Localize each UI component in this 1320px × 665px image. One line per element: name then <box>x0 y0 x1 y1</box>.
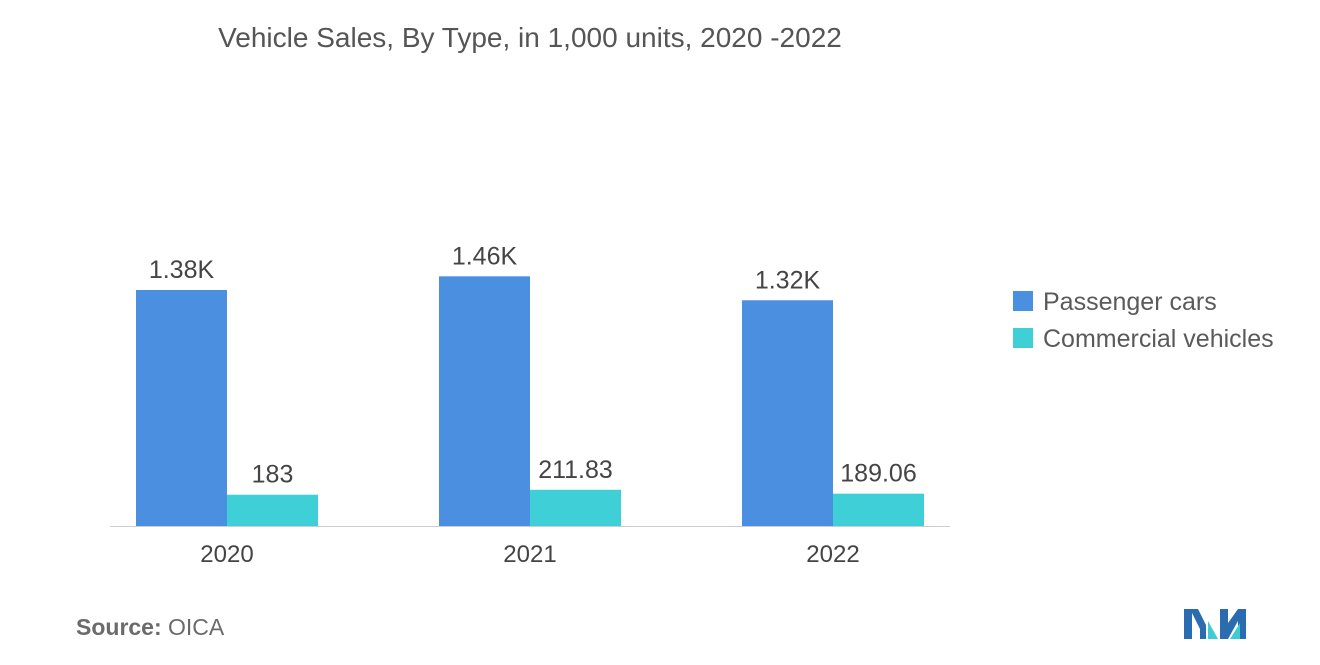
legend-label: Commercial vehicles <box>1043 325 1274 353</box>
bar-2021-passenger <box>439 276 530 526</box>
legend-label: Passenger cars <box>1043 288 1217 316</box>
legend-swatch-commercial <box>1013 328 1033 348</box>
bar-2020-commercial <box>227 494 318 526</box>
x-tick-label: 2021 <box>503 541 556 568</box>
source-label: Source: <box>76 614 162 640</box>
data-label: 1.32K <box>755 266 821 294</box>
mordor-intelligence-logo-icon <box>1184 609 1246 639</box>
data-label: 1.46K <box>452 242 518 270</box>
chart-title: Vehicle Sales, By Type, in 1,000 units, … <box>218 22 842 53</box>
source-value: OICA <box>168 614 225 640</box>
data-label: 211.83 <box>538 456 613 484</box>
bar-2022-passenger <box>742 300 833 526</box>
source-note: Source: OICA <box>76 614 224 641</box>
data-label: 183 <box>252 461 294 489</box>
bar-chart: 1.38K 183 2020 1.46K 211.83 2021 1.32K 189.06 20… <box>110 242 1274 568</box>
x-tick-label: 2020 <box>200 541 253 568</box>
data-label: 189.06 <box>840 460 916 488</box>
bar-2021-commercial <box>530 489 621 526</box>
bar-2022-commercial <box>833 493 924 526</box>
x-tick-label: 2022 <box>806 541 859 568</box>
legend-swatch-passenger <box>1013 291 1033 311</box>
data-label: 1.38K <box>149 256 215 284</box>
bar-2020-passenger <box>136 290 227 526</box>
